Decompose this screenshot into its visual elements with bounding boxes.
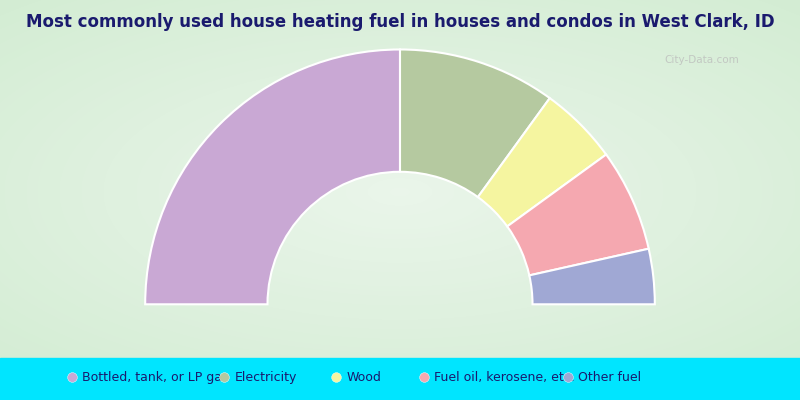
Ellipse shape	[59, 45, 741, 339]
Text: Wood: Wood	[346, 371, 382, 384]
Ellipse shape	[246, 126, 554, 258]
Ellipse shape	[301, 149, 499, 235]
Ellipse shape	[169, 92, 631, 292]
Wedge shape	[530, 249, 655, 304]
Ellipse shape	[70, 50, 730, 334]
Ellipse shape	[367, 178, 433, 206]
Text: Other fuel: Other fuel	[578, 371, 642, 384]
Ellipse shape	[92, 59, 708, 325]
Ellipse shape	[0, 16, 800, 368]
Ellipse shape	[0, 7, 800, 377]
Text: Bottled, tank, or LP gas: Bottled, tank, or LP gas	[82, 371, 229, 384]
Ellipse shape	[191, 102, 609, 282]
Ellipse shape	[378, 182, 422, 202]
Ellipse shape	[290, 144, 510, 240]
Text: Electricity: Electricity	[234, 371, 297, 384]
Ellipse shape	[0, 2, 800, 382]
Ellipse shape	[48, 40, 752, 344]
Wedge shape	[507, 154, 649, 275]
Ellipse shape	[268, 135, 532, 249]
Ellipse shape	[114, 68, 686, 316]
Ellipse shape	[0, 0, 800, 387]
Ellipse shape	[158, 88, 642, 296]
Wedge shape	[145, 50, 400, 304]
Ellipse shape	[103, 64, 697, 320]
Ellipse shape	[81, 54, 719, 330]
Ellipse shape	[312, 154, 488, 230]
Ellipse shape	[345, 168, 455, 216]
Ellipse shape	[279, 140, 521, 244]
Text: Most commonly used house heating fuel in houses and condos in West Clark, ID: Most commonly used house heating fuel in…	[26, 13, 774, 31]
Wedge shape	[400, 50, 550, 197]
Ellipse shape	[224, 116, 576, 268]
Ellipse shape	[147, 83, 653, 301]
Ellipse shape	[235, 121, 565, 263]
Ellipse shape	[26, 30, 774, 354]
Ellipse shape	[213, 111, 587, 273]
Ellipse shape	[334, 164, 466, 220]
Ellipse shape	[0, 12, 800, 372]
Text: City-Data.com: City-Data.com	[664, 55, 738, 65]
Ellipse shape	[202, 106, 598, 278]
Text: Fuel oil, kerosene, etc.: Fuel oil, kerosene, etc.	[434, 371, 575, 384]
Ellipse shape	[389, 187, 411, 197]
Ellipse shape	[356, 173, 444, 211]
Ellipse shape	[136, 78, 664, 306]
Ellipse shape	[15, 26, 785, 358]
Ellipse shape	[257, 130, 543, 254]
Ellipse shape	[4, 21, 796, 363]
Ellipse shape	[125, 73, 675, 311]
Ellipse shape	[37, 35, 763, 349]
Wedge shape	[478, 98, 606, 226]
Ellipse shape	[323, 159, 477, 225]
Ellipse shape	[180, 97, 620, 287]
Bar	[0, 358, 800, 400]
